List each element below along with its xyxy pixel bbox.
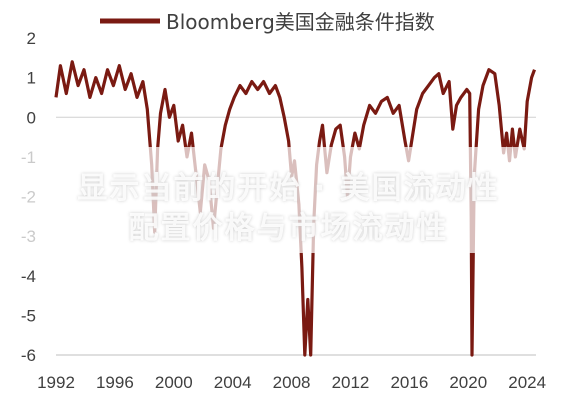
watermark-line-2: 配置价格与市场流动性 <box>128 211 449 246</box>
y-tick-label: -4 <box>21 267 36 286</box>
x-tick-label: 1992 <box>37 373 75 392</box>
y-tick-label: -5 <box>21 306 36 325</box>
x-tick-label: 2004 <box>214 373 252 392</box>
x-tick-label: 2020 <box>449 373 487 392</box>
legend: Bloomberg美国金融条件指数 <box>100 10 435 34</box>
y-tick-label: 2 <box>27 29 36 48</box>
x-axis: 1992 1996 2000 2004 2008 2012 2016 2020 2024 <box>37 373 546 392</box>
x-tick-label: 2012 <box>332 373 370 392</box>
y-tick-label: 1 <box>27 69 36 88</box>
x-tick-label: 2016 <box>390 373 428 392</box>
legend-label: Bloomberg美国金融条件指数 <box>166 10 435 34</box>
y-tick-label: -6 <box>21 346 36 365</box>
x-tick-label: 1996 <box>96 373 134 392</box>
watermark-band <box>0 147 577 253</box>
y-tick-label: 0 <box>27 108 36 127</box>
watermark-line-1: 显示当前的开始 · 美国流动性 <box>77 171 500 206</box>
x-tick-label: 2000 <box>155 373 193 392</box>
x-tick-label: 2024 <box>508 373 546 392</box>
x-tick-label: 2008 <box>273 373 311 392</box>
